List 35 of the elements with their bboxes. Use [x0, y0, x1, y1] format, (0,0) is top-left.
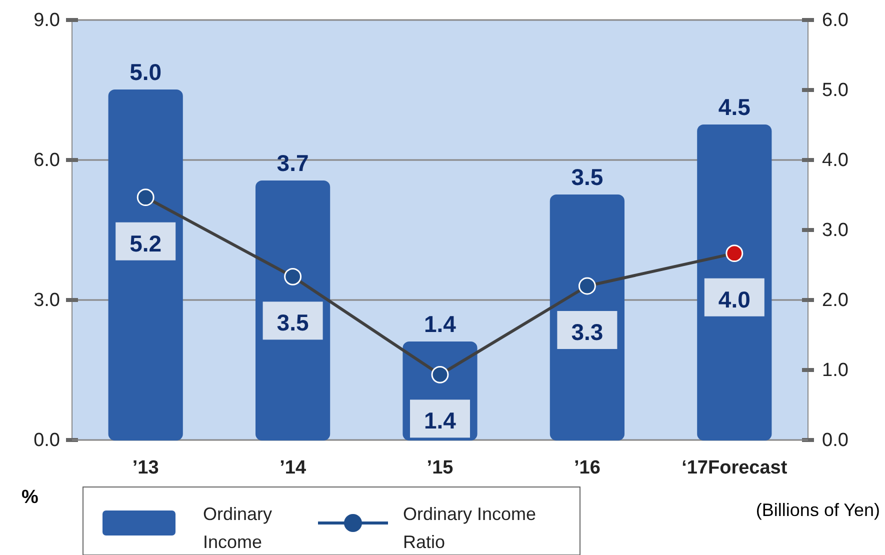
y-tick-label: 9.0	[34, 10, 60, 32]
data-label: 5.2	[130, 230, 162, 256]
y-tick-label: 3.0	[34, 290, 60, 312]
point	[431, 366, 449, 384]
y2-tick-label: 3.0	[822, 220, 848, 242]
point	[726, 244, 744, 262]
y2-tick-label: 5.0	[822, 80, 848, 102]
point	[284, 268, 302, 286]
y-tick-label: 6.0	[34, 150, 60, 172]
y2-tick-label: 1.0	[822, 360, 848, 382]
x-tick-label: ’14	[280, 457, 306, 478]
x-tick-label: ‘17Forecast	[682, 457, 788, 478]
data-label: 4.5	[718, 94, 751, 120]
y-tick-label: 0.0	[34, 430, 60, 452]
data-label: 5.0	[130, 59, 162, 85]
data-label: 1.4	[424, 408, 456, 434]
y-axis-title: %	[22, 487, 39, 508]
y2-tick-label: 0.0	[822, 430, 848, 452]
data-label: 1.4	[424, 311, 456, 337]
bar	[108, 90, 183, 440]
legend-label: Ordinary Income Ratio	[403, 504, 536, 552]
legend-label: Ordinary Income	[203, 504, 272, 552]
data-label: 4.0	[718, 286, 750, 312]
data-label: 3.3	[571, 319, 604, 345]
y2-axis-title: (Billions of Yen)	[756, 500, 880, 520]
y2-tick-label: 6.0	[822, 10, 848, 32]
y2-tick-label: 4.0	[822, 150, 848, 172]
data-label: 3.5	[276, 310, 309, 336]
x-tick-label: ’13	[132, 457, 159, 478]
data-label: 3.5	[571, 164, 604, 190]
point	[136, 188, 154, 206]
x-tick-label: ’15	[426, 457, 454, 478]
x-tick-label: ’16	[574, 457, 600, 478]
y2-tick-label: 2.0	[822, 290, 848, 312]
point	[578, 277, 596, 295]
